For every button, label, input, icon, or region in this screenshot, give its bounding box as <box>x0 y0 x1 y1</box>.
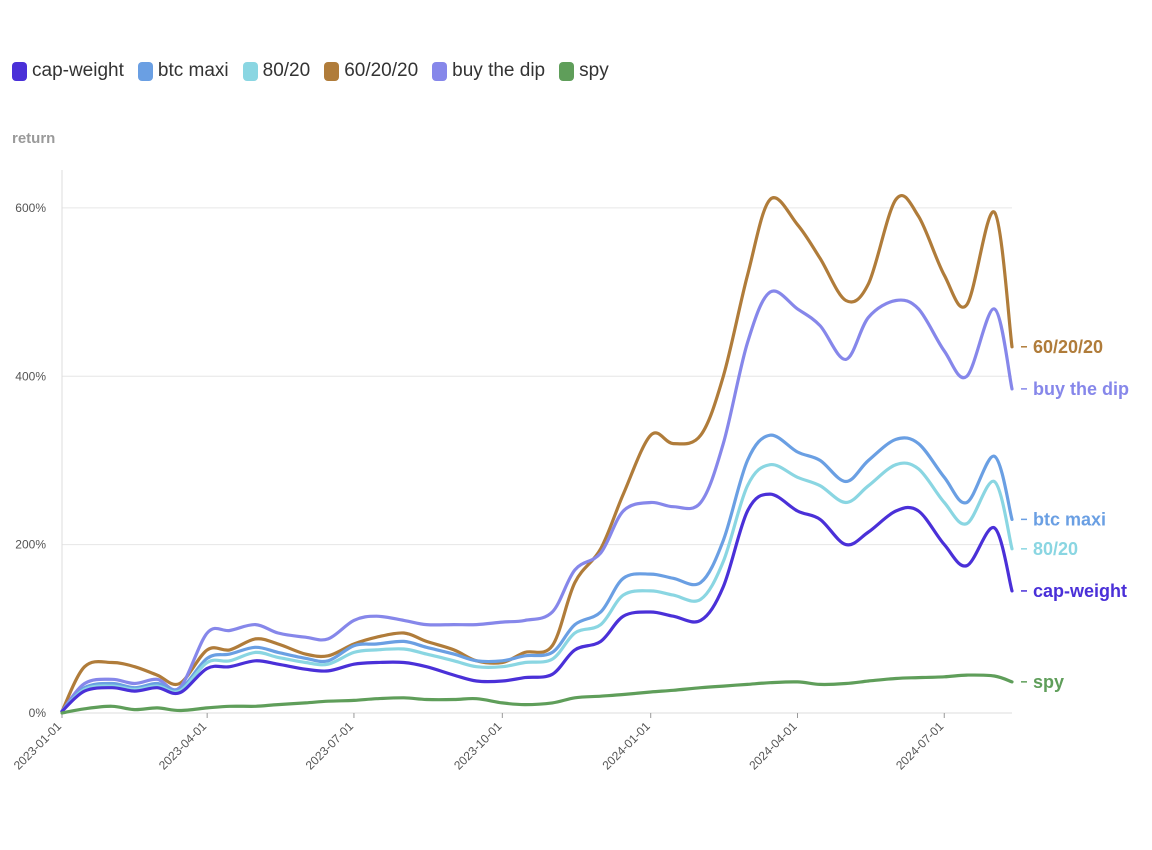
end-label-80-20: 80/20 <box>1033 539 1078 559</box>
y-tick-label: 200% <box>15 538 46 552</box>
x-tick-label: 2023-01-01 <box>11 719 65 773</box>
y-tick-label: 0% <box>29 706 47 720</box>
legend-swatch-spy <box>559 61 575 81</box>
x-tick-label: 2024-07-01 <box>893 719 947 773</box>
y-tick-label: 600% <box>15 201 46 215</box>
legend-swatch-btc-maxi <box>137 61 153 81</box>
legend-item-btc-maxi[interactable]: btc maxi <box>137 60 229 82</box>
legend-label-cap-weight: cap-weight <box>32 60 124 81</box>
x-tick-label: 2024-04-01 <box>746 719 800 773</box>
end-label-buy-the-dip: buy the dip <box>1033 379 1129 399</box>
legend-swatch-60-20-20 <box>324 61 340 81</box>
series-line-btc-maxi <box>60 433 1014 713</box>
series-line-60-20-20 <box>60 194 1014 713</box>
end-label-spy: spy <box>1033 672 1064 692</box>
legend-item-buy-the-dip[interactable]: buy the dip <box>432 60 545 82</box>
legend-item-80-20[interactable]: 80/20 <box>242 60 311 82</box>
y-axis-title: return <box>12 130 56 147</box>
x-tick-label: 2023-07-01 <box>303 719 357 773</box>
series-line-cap-weight <box>60 492 1014 713</box>
series-line-spy <box>60 673 1014 715</box>
x-tick-label: 2023-10-01 <box>451 719 505 773</box>
legend-label-spy: spy <box>579 60 609 81</box>
legend-swatch-80-20 <box>242 61 258 81</box>
legend-item-60-20-20[interactable]: 60/20/20 <box>324 60 418 82</box>
series-line-80-20 <box>60 461 1014 713</box>
end-label-btc-maxi: btc maxi <box>1033 509 1106 529</box>
series-line-buy-the-dip <box>60 289 1014 713</box>
legend-item-cap-weight[interactable]: cap-weight <box>12 60 124 82</box>
legend-swatch-buy-the-dip <box>432 61 448 81</box>
legend-label-btc-maxi: btc maxi <box>157 60 229 81</box>
legend-label-80-20: 80/20 <box>262 60 311 81</box>
end-label-cap-weight: cap-weight <box>1033 581 1127 601</box>
x-tick-label: 2024-01-01 <box>600 719 654 773</box>
x-tick-label: 2023-04-01 <box>156 719 210 773</box>
legend-swatch-cap-weight <box>12 61 27 81</box>
end-label-60-20-20: 60/20/20 <box>1033 337 1103 357</box>
y-tick-label: 400% <box>15 369 46 383</box>
legend-label-60-20-20: 60/20/20 <box>344 60 419 81</box>
legend-label-buy-the-dip: buy the dip <box>452 60 546 81</box>
legend-item-spy[interactable]: spy <box>559 60 609 82</box>
chart-legend: cap-weight btc maxi 80/20 60/20/20 buy t… <box>12 60 609 82</box>
